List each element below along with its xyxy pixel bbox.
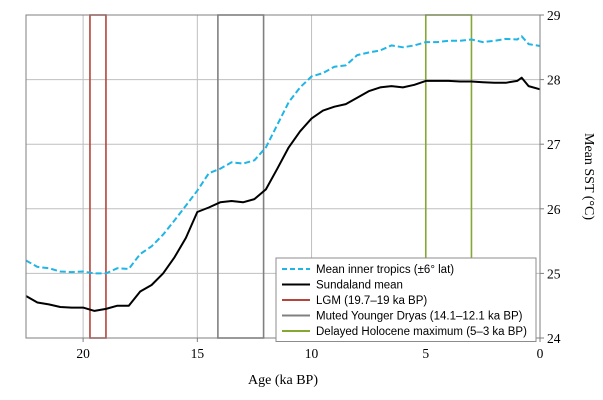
y-tick-label: 26 (547, 202, 561, 217)
data-series (25, 35, 541, 312)
legend-entry: LGM (19.7–19 ka BP) (316, 295, 427, 307)
y-tick-label: 25 (547, 266, 561, 281)
y-axis-label: Mean SST (°C) (581, 133, 596, 220)
highlight-range-box (89, 14, 107, 339)
x-tick-label: 5 (422, 346, 429, 361)
legend-box (275, 257, 537, 342)
y-tick-label: 28 (547, 73, 561, 88)
y-tick-label: 27 (547, 137, 561, 152)
legend-entry: Delayed Holocene maximum (5–3 ka BP) (316, 326, 527, 338)
x-axis-label: Age (ka BP) (248, 373, 318, 388)
y-tick-label: 24 (547, 331, 561, 346)
legend: Mean inner tropics (±6° lat) Sundaland me… (275, 257, 537, 342)
x-tick-label: 10 (305, 346, 319, 361)
legend-entry: Mean inner tropics (±6° lat) (316, 264, 454, 276)
legend-entry: Sundaland mean (316, 280, 403, 292)
x-tick-label: 15 (191, 346, 205, 361)
y-tick-label: 29 (547, 8, 561, 23)
series-line (25, 35, 541, 275)
legend-entry: Muted Younger Dryas (14.1–12.1 ka BP) (316, 311, 523, 323)
highlight-range-box (217, 14, 265, 339)
x-tick-label: 0 (537, 346, 544, 361)
x-tick-label: 20 (76, 346, 90, 361)
axis-ticks: 20 15 10 5 024 25 26 27 28 29 (76, 8, 560, 361)
series-line (25, 76, 541, 312)
